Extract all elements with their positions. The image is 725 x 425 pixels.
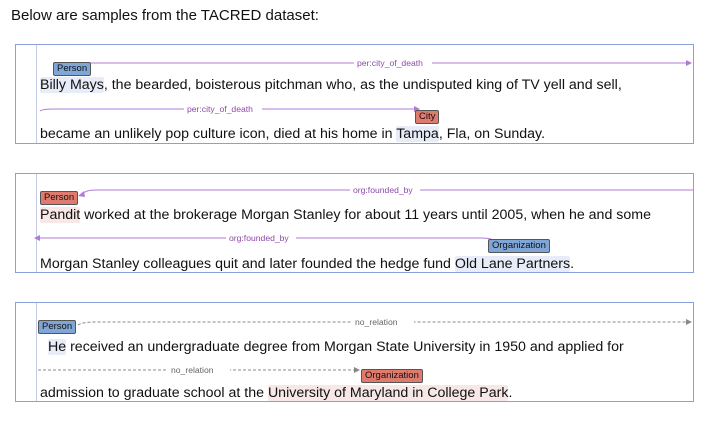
relation-arcs: no_relation no_relation (38, 316, 692, 375)
relation-label: no_relation (171, 365, 214, 375)
panel-divider (36, 45, 37, 143)
person-tag: Person (38, 320, 77, 334)
object-entity: Tampa (396, 126, 439, 142)
subject-entity: He (48, 339, 67, 355)
relation-label: per:city_of_death (357, 58, 423, 68)
example-panel-3: no_relation no_relation Person He receiv… (15, 302, 694, 402)
arrow-head (354, 367, 360, 373)
arrow-head (78, 191, 85, 197)
organization-tag: Organization (488, 239, 550, 253)
panel-divider (36, 303, 37, 401)
relation-arc (39, 108, 416, 112)
relation-label: per:city_of_death (187, 104, 253, 114)
relation-label: no_relation (355, 317, 398, 327)
arrow-head (686, 60, 692, 66)
object-entity: University of Maryland in College Park (267, 385, 509, 401)
person-tag: Person (53, 62, 92, 76)
organization-tag: Organization (361, 369, 423, 383)
relation-label: org:founded_by (229, 233, 289, 243)
person-tag: Person (40, 191, 79, 205)
sentence-line-1: Billy Mays, the bearded, boisterous pitc… (40, 77, 622, 93)
arrow-head (34, 235, 40, 241)
subject-entity: Billy Mays (40, 77, 104, 93)
sentence-line-2: became an unlikely pop culture icon, die… (40, 126, 546, 142)
relation-label: org:founded_by (353, 185, 413, 195)
object-entity: Pandit (40, 207, 81, 223)
sentence-line-1: He received an undergraduate degree from… (48, 339, 624, 355)
panel-divider (36, 174, 37, 272)
sentence-line-1: Pandit worked at the brokerage Morgan St… (40, 207, 651, 223)
sentence-line-2: admission to graduate school at the Univ… (40, 385, 513, 401)
arrow-head (686, 319, 692, 325)
sentence-line-2: Morgan Stanley colleagues quit and later… (40, 256, 575, 272)
page-heading: Below are samples from the TACRED datase… (11, 7, 319, 24)
example-panel-2: org:founded_by org:founded_by Person Pan… (15, 173, 694, 273)
subject-entity: Old Lane Partners (454, 256, 571, 272)
example-panel-1: per:city_of_death per:city_of_death Pers… (15, 44, 694, 144)
city-tag: City (415, 110, 440, 124)
relation-arc (77, 321, 688, 326)
